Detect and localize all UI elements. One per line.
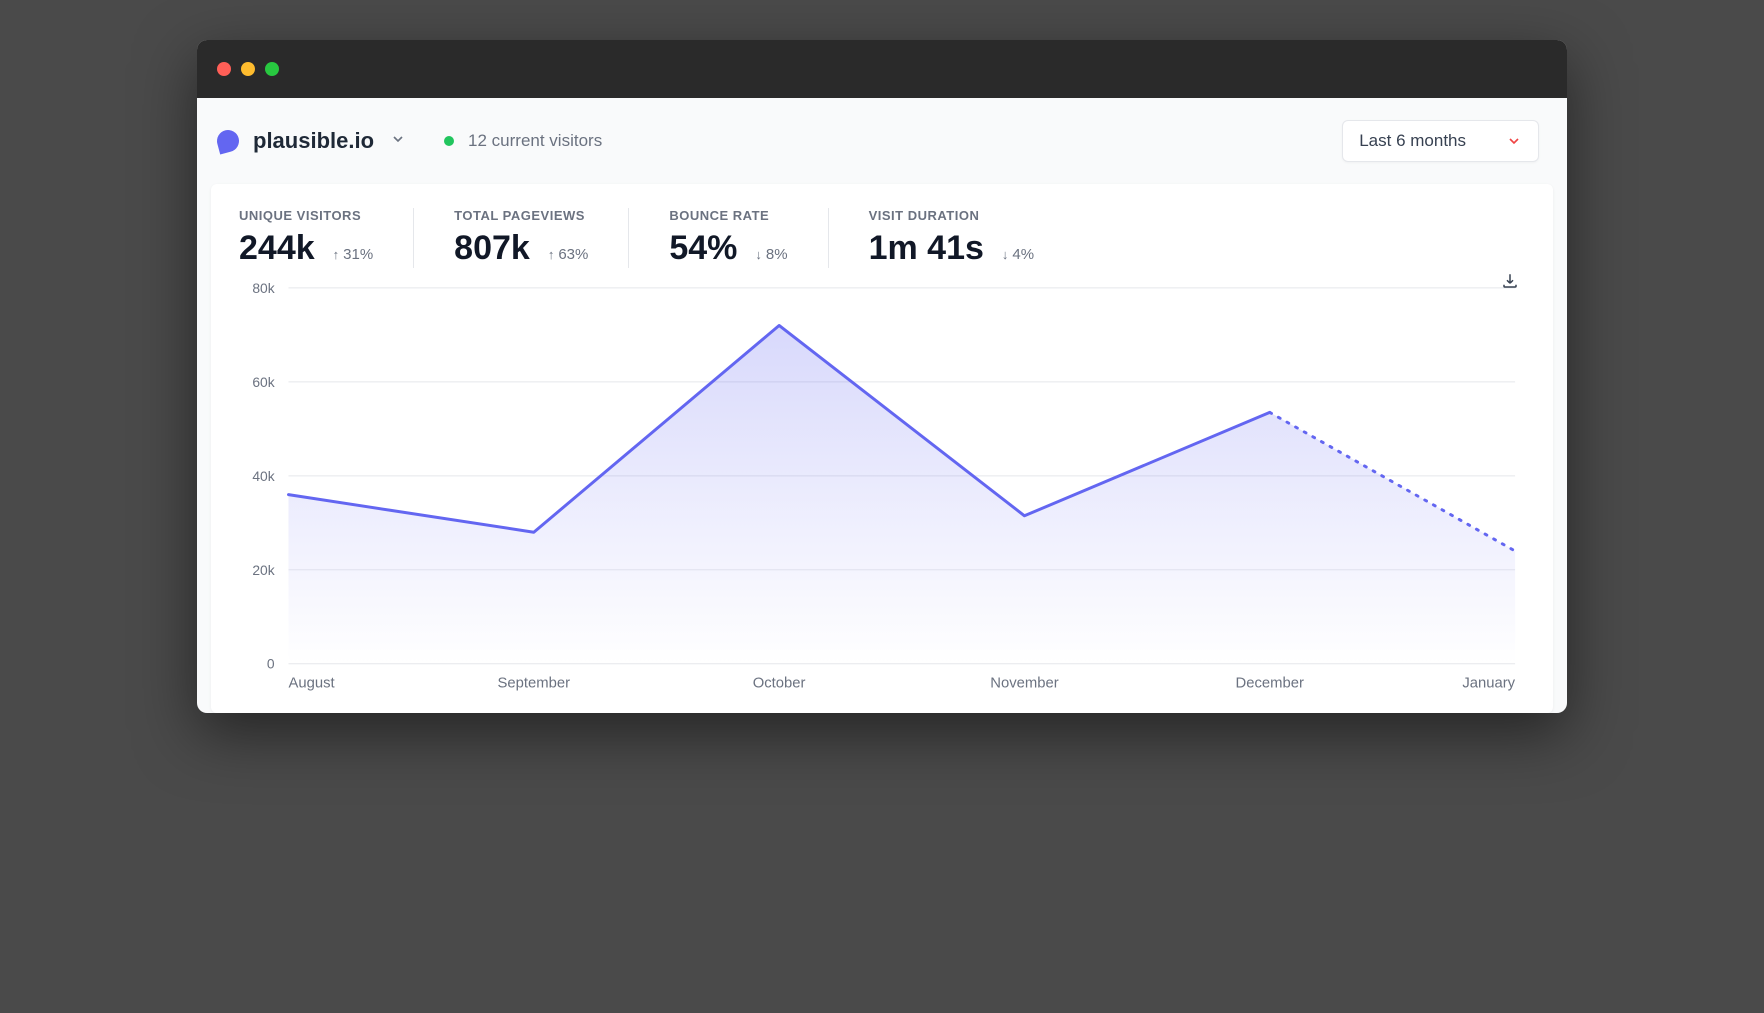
stat-label: TOTAL PAGEVIEWS [454,208,588,223]
arrow-up-icon: ↑ [548,247,555,262]
page-header: plausible.io 12 current visitors Last 6 … [197,98,1567,184]
svg-text:0: 0 [267,656,275,672]
stat-change: ↑31% [333,246,374,263]
arrow-down-icon: ↓ [755,247,762,262]
live-indicator-dot-icon [444,136,454,146]
stat-bounce-rate[interactable]: BOUNCE RATE 54% ↓8% [669,208,828,268]
stat-change: ↓8% [755,246,787,263]
visitors-chart: 0 20k 40k 60k 80k August September October Novem… [239,278,1525,703]
arrow-up-icon: ↑ [333,247,340,262]
svg-text:October: October [753,676,806,692]
site-name[interactable]: plausible.io [253,128,374,154]
download-button[interactable] [1501,272,1519,295]
chart-container: 0 20k 40k 60k 80k August September October Novem… [239,278,1525,703]
svg-text:September: September [498,676,571,692]
svg-text:November: November [990,676,1058,692]
plausible-logo-icon [215,128,242,155]
date-range-label: Last 6 months [1359,131,1466,151]
svg-text:80k: 80k [252,280,274,296]
window-titlebar [197,40,1567,98]
stat-value: 1m 41s [869,229,984,268]
stat-visit-duration[interactable]: VISIT DURATION 1m 41s ↓4% [869,208,1075,268]
stat-change: ↓4% [1002,246,1034,263]
arrow-down-icon: ↓ [1002,247,1009,262]
maximize-window-button[interactable] [265,62,279,76]
app-window: plausible.io 12 current visitors Last 6 … [197,40,1567,713]
current-visitors-label[interactable]: 12 current visitors [468,131,602,151]
stat-label: BOUNCE RATE [669,208,787,223]
svg-text:20k: 20k [252,562,274,578]
stat-label: UNIQUE VISITORS [239,208,373,223]
stat-change: ↑63% [548,246,589,263]
stat-value: 807k [454,229,530,268]
download-icon [1501,272,1519,290]
date-range-picker[interactable]: Last 6 months [1342,120,1539,162]
svg-text:40k: 40k [252,468,274,484]
svg-text:60k: 60k [252,374,274,390]
stat-unique-visitors[interactable]: UNIQUE VISITORS 244k ↑31% [239,208,414,268]
site-switcher-dropdown[interactable] [390,131,406,152]
minimize-window-button[interactable] [241,62,255,76]
analytics-card: UNIQUE VISITORS 244k ↑31% TOTAL PAGEVIEW… [211,184,1553,713]
stat-total-pageviews[interactable]: TOTAL PAGEVIEWS 807k ↑63% [454,208,629,268]
stat-value: 54% [669,229,737,268]
chevron-down-icon [1506,133,1522,149]
close-window-button[interactable] [217,62,231,76]
svg-text:January: January [1462,676,1515,692]
svg-text:August: August [288,676,335,692]
stats-row: UNIQUE VISITORS 244k ↑31% TOTAL PAGEVIEW… [239,208,1525,268]
chevron-down-icon [390,131,406,147]
stat-value: 244k [239,229,315,268]
svg-text:December: December [1236,676,1304,692]
stat-label: VISIT DURATION [869,208,1035,223]
